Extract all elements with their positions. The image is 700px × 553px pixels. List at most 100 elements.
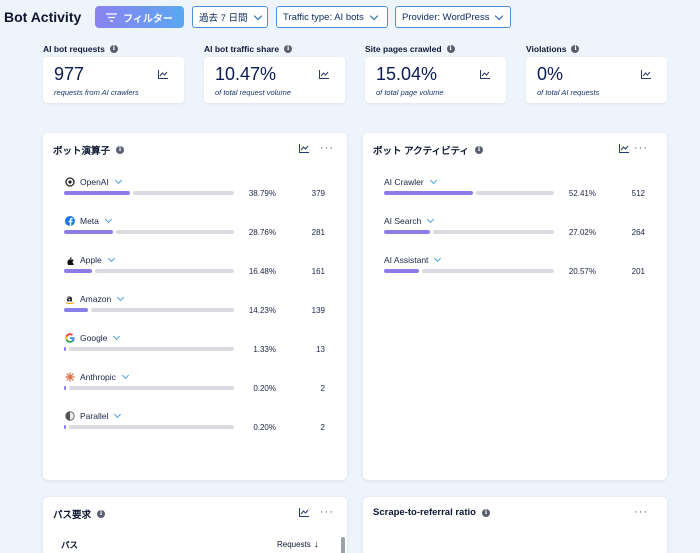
row-dropdown[interactable]: OpenAI	[80, 176, 122, 187]
row-dropdown[interactable]: Amazon	[80, 293, 125, 304]
metric-card-ai-bot-traffic-share: 10.47% of total request volume	[204, 57, 345, 103]
row-dropdown[interactable]: Anthropic	[80, 371, 129, 382]
provider-dropdown[interactable]: Provider: WordPress	[395, 6, 511, 28]
chevron-down-icon	[427, 215, 435, 224]
share-bar-track	[115, 230, 234, 234]
list-item: Google 1.33% 13	[43, 332, 347, 369]
svg-text:a: a	[67, 295, 73, 305]
info-icon[interactable]: i	[481, 508, 490, 517]
row-label: Google	[80, 333, 108, 343]
row-percentage: 20.57%	[568, 267, 596, 276]
row-percentage: 27.02%	[568, 228, 596, 237]
trend-chart-icon[interactable]	[299, 508, 309, 517]
panel-title: Scrape-to-referral ratio i	[373, 507, 490, 518]
metric-label-ai-bot-traffic-share: AI bot traffic share i	[204, 44, 293, 54]
info-icon[interactable]: i	[97, 510, 106, 518]
row-count: 201	[631, 267, 645, 276]
row-label: AI Assistant	[384, 255, 429, 265]
meta-icon	[65, 216, 75, 226]
column-header-path[interactable]: パス	[61, 540, 79, 550]
chevron-down-icon	[253, 11, 262, 20]
share-bar-track	[421, 269, 554, 273]
openai-icon	[65, 177, 75, 187]
filter-icon	[106, 12, 118, 22]
chevron-down-icon	[121, 371, 129, 380]
share-bar-track	[476, 191, 554, 195]
bot-activity-panel: ボット アクティビティ i ··· AI Crawler 52.41% 512 AI …	[363, 133, 667, 480]
row-percentage: 1.33%	[253, 345, 276, 354]
list-item: OpenAI 38.79% 379	[43, 176, 347, 213]
trend-chart-icon[interactable]	[619, 144, 629, 153]
provider-label: Provider: WordPress	[402, 11, 490, 23]
metric-card-ai-bot-requests: 977 requests from AI crawlers	[43, 57, 184, 103]
date-range-dropdown[interactable]: 過去 7 日間	[192, 6, 268, 28]
trend-chart-icon[interactable]	[158, 70, 168, 79]
more-options-icon[interactable]: ···	[634, 142, 648, 154]
row-percentage: 28.76%	[248, 228, 276, 237]
row-dropdown[interactable]: AI Search	[384, 215, 435, 226]
row-count: 2	[320, 423, 325, 432]
info-icon[interactable]: i	[571, 45, 580, 53]
row-dropdown[interactable]: Meta	[80, 215, 112, 226]
traffic-type-dropdown[interactable]: Traffic type: AI bots	[276, 6, 388, 28]
info-icon[interactable]: i	[446, 45, 455, 53]
share-bar-fill	[384, 191, 474, 195]
row-dropdown[interactable]: Google	[80, 332, 121, 343]
amazon-icon: a	[65, 295, 75, 305]
google-icon	[65, 333, 75, 343]
panel-title-text: Scrape-to-referral ratio	[373, 507, 476, 518]
info-icon[interactable]: i	[475, 146, 484, 154]
anthropic-icon	[65, 372, 75, 382]
bot-operators-panel: ボット演算子 i ··· OpenAI 38.79% 379 Meta 28.76% 28…	[43, 133, 347, 480]
share-bar-fill	[384, 230, 430, 234]
row-dropdown[interactable]: Apple	[80, 254, 115, 265]
chevron-down-icon	[434, 254, 442, 263]
trend-chart-icon[interactable]	[299, 144, 309, 153]
share-bar-fill	[64, 269, 93, 273]
trend-chart-icon[interactable]	[319, 70, 329, 79]
row-label: Apple	[80, 255, 102, 265]
chevron-down-icon	[107, 254, 115, 263]
more-options-icon[interactable]: ···	[320, 506, 334, 518]
list-item: Parallel 0.20% 2	[43, 410, 347, 447]
chevron-down-icon	[104, 215, 112, 224]
metric-label-text: Violations	[526, 44, 567, 54]
row-label: Anthropic	[80, 372, 116, 382]
row-label: AI Crawler	[384, 177, 424, 187]
panel-title-text: パス要求	[53, 510, 92, 521]
more-options-icon[interactable]: ···	[320, 142, 334, 154]
list-item: Meta 28.76% 281	[43, 215, 347, 252]
metric-card-violations: 0% of total AI requests	[526, 57, 667, 103]
panel-title-text: ボット演算子	[53, 146, 111, 157]
list-item: AI Search 27.02% 264	[363, 215, 667, 252]
row-label: Amazon	[80, 294, 112, 304]
share-bar-track	[69, 386, 234, 390]
chevron-down-icon	[114, 410, 122, 419]
info-icon[interactable]: i	[116, 146, 125, 154]
info-icon[interactable]: i	[284, 45, 293, 53]
metric-value: 977	[54, 64, 85, 84]
row-dropdown[interactable]: Parallel	[80, 410, 122, 421]
row-count: 379	[311, 189, 325, 198]
share-bar-track	[132, 191, 234, 195]
row-dropdown[interactable]: AI Assistant	[384, 254, 442, 265]
filter-button[interactable]: フィルター	[95, 6, 184, 28]
filter-button-label: フィルター	[123, 13, 173, 25]
row-label: Parallel	[80, 411, 109, 421]
row-percentage: 16.48%	[248, 267, 276, 276]
metric-value: 10.47%	[215, 64, 277, 84]
more-options-icon[interactable]: ···	[634, 506, 648, 518]
info-icon[interactable]: i	[109, 45, 118, 53]
row-dropdown[interactable]: AI Crawler	[384, 176, 437, 187]
chevron-down-icon	[114, 176, 122, 185]
chevron-down-icon	[369, 11, 379, 20]
trend-chart-icon[interactable]	[641, 70, 651, 79]
panel-title-text: ボット アクティビティ	[373, 146, 470, 157]
share-bar-fill	[64, 191, 130, 195]
scrape-to-referral-panel: Scrape-to-referral ratio i ···	[363, 497, 667, 553]
path-requests-panel: パス要求 i ··· パス Requests ↓	[43, 497, 347, 553]
column-header-requests[interactable]: Requests ↓	[277, 539, 319, 550]
scrollbar[interactable]	[341, 537, 345, 553]
metric-subtitle: of total AI requests	[537, 88, 600, 97]
trend-chart-icon[interactable]	[480, 70, 490, 79]
